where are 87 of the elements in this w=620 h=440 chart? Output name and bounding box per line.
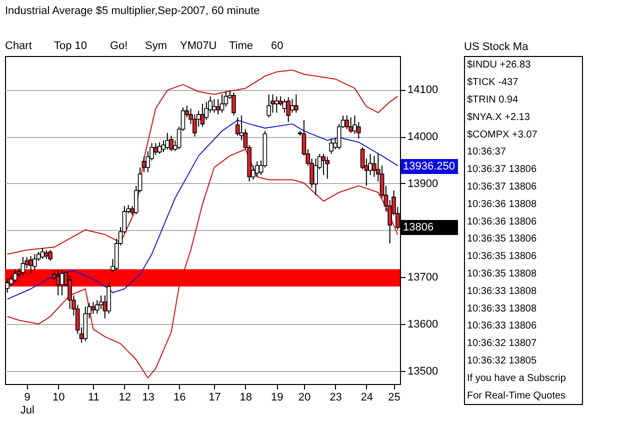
line-series: [6, 148, 398, 378]
text: $NYA.X +2.13: [467, 112, 530, 123]
candlestick: [294, 94, 298, 114]
x-tick-label: 16: [173, 392, 186, 404]
text: $INDU +26.83: [467, 60, 532, 71]
y-tick-label: 14100: [408, 84, 438, 96]
text: Top 10: [54, 40, 88, 52]
text: $TICK -437: [467, 77, 519, 88]
chart-title: Industrial Average $5 multiplier,Sep-2007, 60 minute: [5, 5, 260, 17]
candlestick: [91, 302, 96, 314]
candlestick: [329, 138, 334, 154]
candlestick: [321, 153, 326, 176]
candlestick: [157, 142, 162, 154]
candlestick: [216, 98, 220, 116]
candlestick: [56, 270, 60, 296]
candlestick: [32, 254, 37, 271]
candlestick: [290, 98, 294, 114]
text: YM07U: [180, 40, 217, 52]
text: 10:36:35 13806: [467, 251, 537, 262]
candlestick: [212, 98, 216, 114]
candlestick: [286, 96, 291, 123]
candlestick: [13, 268, 18, 284]
candlestick: [200, 103, 205, 128]
x-tick-label: 10: [52, 392, 65, 404]
text: 10:36:35 13806: [467, 234, 537, 245]
candlestick: [165, 132, 170, 150]
x-tick-label: 25: [388, 392, 400, 404]
candlestick: [48, 249, 52, 262]
candlestick: [348, 116, 353, 134]
candlestick: [94, 300, 100, 314]
text: 10:36:32 13807: [467, 338, 537, 350]
text: 10:36:33 13808: [467, 286, 537, 297]
x-tick-label: 24: [360, 392, 374, 404]
line-series: [6, 120, 398, 300]
candlestick: [28, 256, 33, 274]
candlestick: [270, 94, 275, 114]
x-tick-label: 11: [88, 392, 100, 404]
text: 10:36:33 13808: [467, 303, 537, 314]
x-tick-label: 17: [208, 392, 221, 404]
candlestick: [352, 115, 357, 134]
text: Time: [229, 40, 254, 52]
y-tick-label: 13500: [408, 365, 438, 378]
x-tick-label: 12: [118, 392, 132, 404]
text: Go!: [110, 40, 128, 52]
text: 10:36:32 13805: [467, 356, 537, 366]
x-tick-label: 19: [271, 392, 284, 404]
y-tick-label: 13900: [408, 178, 438, 190]
candlestick: [314, 158, 318, 196]
candlestick: [266, 94, 272, 118]
y-tick-label: 13600: [408, 318, 438, 331]
text: For Real-Time Quotes: [467, 390, 566, 402]
x-tick-label: 9 Jul: [20, 392, 34, 416]
x-tick-label: 23: [330, 392, 342, 404]
candlestick: [254, 160, 260, 178]
candlestick: [325, 156, 330, 180]
text: 13806: [403, 221, 434, 234]
line-series: [6, 70, 398, 255]
text: 10:36:35 13808: [467, 268, 537, 280]
candlestick: [20, 256, 26, 276]
x-tick-label: 20: [298, 392, 311, 404]
candlestick: [235, 116, 240, 136]
text: 10:36:37: [467, 146, 506, 158]
text: 13936.250: [403, 160, 455, 172]
candlestick: [98, 294, 104, 310]
candlestick: [220, 94, 224, 114]
text: US Stock Ma: [464, 41, 530, 53]
text: 10:36:36 13808: [467, 198, 537, 210]
text: 60: [271, 40, 284, 52]
candlestick: [372, 155, 376, 178]
y-tick-label: 14000: [408, 131, 438, 144]
x-tick-label: 18: [240, 392, 252, 404]
y-tick-label: 13700: [408, 272, 438, 284]
text: 10:36:36 13806: [467, 216, 537, 228]
x-tick-label: 13: [142, 392, 154, 404]
text: If you have a Subscrip: [467, 372, 566, 384]
candlestick: [232, 92, 236, 116]
candlestick: [344, 115, 350, 130]
text: $COMPX +3.07: [467, 129, 538, 140]
text: 10:36:37 13806: [467, 182, 537, 192]
text: Sym: [145, 40, 167, 52]
text: $TRIN 0.94: [467, 94, 519, 106]
text: 10:36:37 13806: [467, 164, 537, 176]
text: Chart: [5, 40, 32, 52]
candlestick: [169, 135, 174, 152]
candlestick: [274, 96, 279, 114]
candlestick: [154, 142, 158, 156]
text: 10:36:33 13806: [467, 320, 537, 332]
